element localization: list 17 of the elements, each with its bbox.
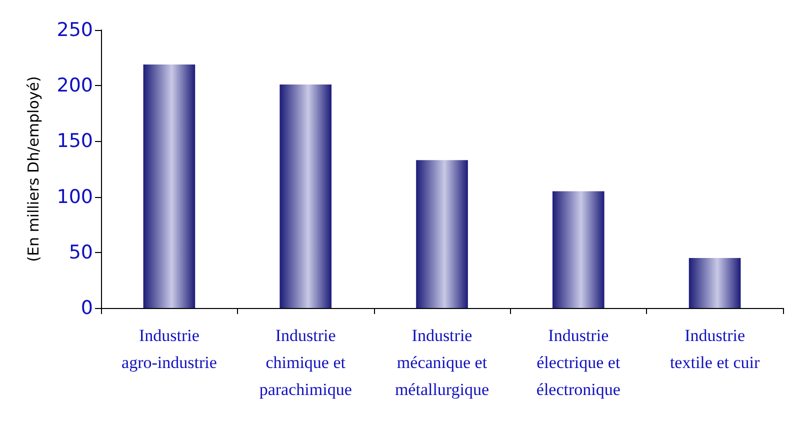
y-tick-label: 250 — [56, 19, 93, 41]
x-tick-label: Industrie agro-industrie — [122, 326, 217, 372]
x-tick-label: Industrie mécanique et métallurgique — [394, 326, 490, 399]
x-tick-label: Industrie textile et cuir — [670, 326, 760, 372]
bar — [416, 160, 468, 308]
bar — [688, 258, 741, 308]
bar — [552, 191, 604, 308]
x-tick-label: Industrie électrique et électronique — [536, 326, 620, 399]
y-tick-label: 50 — [68, 241, 93, 264]
y-tick-label: 0 — [80, 297, 93, 319]
y-tick-label: 150 — [56, 130, 93, 152]
bar — [143, 64, 196, 308]
bar — [280, 84, 332, 308]
y-axis-title: (En milliers Dh/employé) — [24, 76, 42, 262]
y-tick-label: 200 — [56, 74, 93, 97]
x-tick-label: Industrie chimique et parachimique — [259, 326, 352, 399]
y-tick-label: 100 — [56, 186, 93, 208]
